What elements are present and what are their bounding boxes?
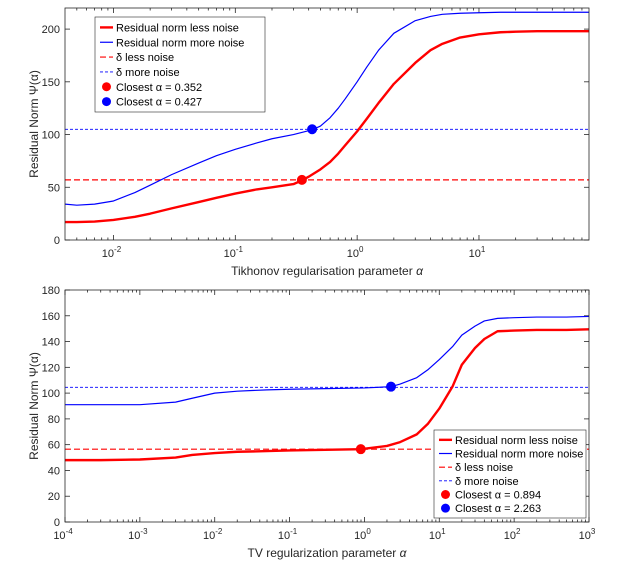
series-line-1	[65, 315, 589, 406]
y-tick-label: 80	[48, 414, 60, 426]
legend-box	[433, 429, 587, 519]
legend-label-1: Residual norm more noise	[116, 37, 244, 49]
marker-point-1	[385, 381, 396, 392]
marker-point-0	[296, 174, 307, 185]
legend-marker-label-1: Closest α = 2.263	[455, 503, 541, 515]
x-tick-label: 100	[354, 527, 371, 542]
y-axis-label: Residual Norm Ψ(α)	[27, 70, 41, 178]
axes-box	[64, 289, 590, 523]
x-tick-label: 10-4	[53, 527, 73, 542]
series-line-0	[65, 328, 589, 462]
y-tick-label: 160	[42, 311, 60, 323]
x-tick-label: 10-2	[203, 527, 223, 542]
x-tick-label: 10-2	[102, 245, 122, 260]
marker-point-0	[355, 444, 366, 455]
x-axis-label: Tikhonov regularisation parameter α	[231, 264, 424, 278]
y-tick-label: 200	[42, 24, 60, 36]
x-tick-label: 101	[429, 527, 446, 542]
marker-point-1	[307, 124, 318, 135]
y-tick-label: 180	[42, 285, 60, 297]
x-tick-label: 103	[579, 527, 596, 542]
legend: Residual norm less noise Residual norm mo…	[433, 429, 587, 519]
y-tick-label: 140	[42, 337, 60, 349]
legend-marker-label-0: Closest α = 0.894	[455, 490, 541, 502]
legend-label-2: δ less noise	[116, 52, 174, 64]
y-tick-label: 0	[54, 517, 60, 529]
chart-panel-tv: 0 20 40 60 80 100 120 140 160 180 10-4 10-3 10-2 10-1…	[27, 285, 596, 560]
x-axis-label: TV regularization parameter α	[248, 546, 408, 560]
y-tick-label: 20	[48, 491, 60, 503]
series-line-0	[65, 30, 589, 224]
legend: Residual norm less noise Residual norm mo…	[94, 16, 266, 113]
x-tick-label: 102	[504, 527, 521, 542]
legend-swatch-marker-1	[441, 503, 450, 513]
y-tick-label: 40	[48, 465, 60, 477]
legend-label-1: Residual norm more noise	[455, 449, 583, 461]
x-tick-label: 10-1	[224, 245, 244, 260]
y-axis-label: Residual Norm Ψ(α)	[27, 352, 41, 460]
y-tick-label: 120	[42, 362, 60, 374]
y-tick-label: 150	[42, 77, 60, 89]
legend-swatch-marker-1	[102, 97, 111, 107]
legend-label-0: Residual norm less noise	[455, 435, 578, 447]
axes-box	[64, 7, 590, 241]
x-tick-label: 101	[469, 245, 486, 260]
legend-swatch-marker-0	[102, 82, 111, 92]
legend-label-2: δ less noise	[455, 462, 513, 474]
x-tick-label: 10-1	[278, 527, 298, 542]
y-tick-label: 100	[42, 388, 60, 400]
legend-marker-label-1: Closest α = 0.427	[116, 97, 202, 109]
series-line-1	[65, 11, 589, 206]
y-tick-label: 0	[54, 235, 60, 247]
legend-swatch-marker-0	[441, 490, 450, 499]
legend-label-0: Residual norm less noise	[116, 22, 239, 34]
y-tick-label: 60	[48, 440, 60, 452]
x-tick-label: 10-3	[128, 527, 148, 542]
chart-panel-tikhonov: 0 50 100 150 200 10-2 10-1 100 101 Tikhonov regul…	[27, 7, 590, 278]
legend-label-3: δ more noise	[455, 476, 519, 488]
x-tick-label: 100	[347, 245, 364, 260]
y-tick-label: 50	[48, 182, 60, 194]
legend-marker-label-0: Closest α = 0.352	[116, 82, 202, 94]
legend-box	[94, 16, 266, 113]
y-tick-label: 100	[42, 130, 60, 142]
legend-label-3: δ more noise	[116, 67, 180, 79]
